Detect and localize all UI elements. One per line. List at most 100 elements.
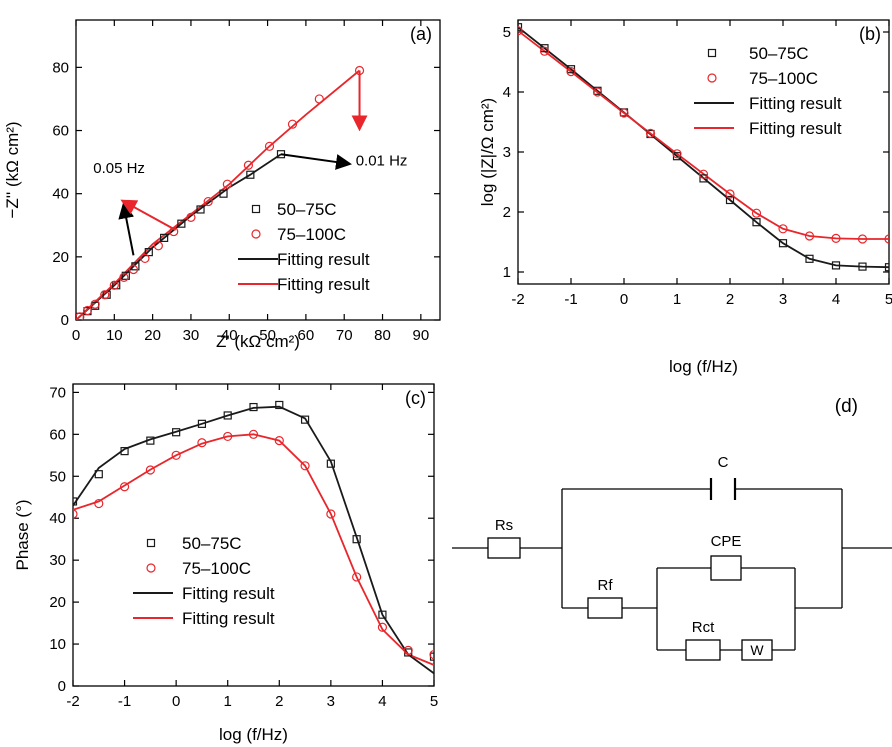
data-point [197,438,207,448]
data-point [326,509,336,519]
data-point [243,160,254,170]
x-tick-label: -1 [118,693,131,710]
x-tick-label: 1 [673,291,681,308]
legend-entry: Fitting result [749,94,842,113]
y-axis-label: log (|Z|/Ω cm²) [478,98,497,206]
data-point [275,400,284,410]
black-arrow-005hz [118,202,135,256]
data-point [619,108,629,118]
data-point [248,429,259,439]
panel-d-label: (d) [835,396,858,417]
panel-d-equivalent-circuit: (d) C Rs Rf CPE Rct W [452,396,892,661]
resistor-rf-label: Rf [598,577,614,594]
data-point [699,174,708,183]
black-arrow-001hz [280,153,353,170]
y-tick-label: 40 [49,510,66,527]
y-axis-label: −Z'' (kΩ cm²) [3,121,22,218]
legend-entry: Fitting result [182,609,275,628]
annotation-005hz: 0.05 Hz [93,160,145,177]
data-point [804,231,815,241]
y-tick-label: 0 [58,678,66,695]
y-tick-label: 30 [49,552,66,569]
data-point [94,498,104,509]
legend-entry: Fitting result [277,275,370,294]
y-tick-label: 10 [49,636,66,653]
data-point [223,411,232,420]
data-point [73,509,78,519]
x-tick-label: 0 [620,291,628,308]
x-tick-label: 3 [779,291,787,308]
data-point [378,610,387,619]
data-point [274,436,284,446]
data-point [144,248,153,257]
data-point [100,290,110,300]
x-tick-label: -2 [511,291,524,308]
x-tick-label: 50 [259,327,276,344]
x-tick-label: 0 [172,693,180,710]
data-point [698,169,709,179]
x-tick-label: 20 [144,327,161,344]
data-point [326,459,335,468]
y-tick-label: 5 [503,24,511,41]
data-point [725,195,735,205]
data-point [120,447,129,456]
resistor-rct-label: Rct [692,619,715,636]
data-point [140,253,150,264]
y-tick-label: 0 [61,312,69,329]
x-tick-label: -2 [66,693,79,710]
data-point [76,312,85,320]
x-axis-label: log (f/Hz) [219,725,288,744]
data-point [300,461,310,471]
y-tick-label: 40 [52,186,69,203]
data-point [82,305,93,316]
data-point [171,450,181,460]
legend-entry: 50–75C [182,534,242,553]
x-tick-label: 4 [378,693,386,710]
panel-label: (b) [859,24,881,44]
data-point [314,94,324,104]
red-arrow-005hz [120,199,177,231]
panel-a-nyquist-plot: (a) 0 10 20 30 40 50 60 70 80 90 0 20 40 60 80 Z' (kΩ cm… [3,19,441,351]
legend-entry: Fitting result [749,119,842,138]
plot-frame [72,383,435,687]
y-tick-label: 50 [49,468,66,485]
x-tick-label: 80 [374,327,391,344]
data-point [672,149,682,159]
fit-line [76,153,282,320]
plot-area [518,23,889,272]
data-point [172,428,181,437]
x-axis-label: Z' (kΩ cm²) [216,332,300,351]
data-point [540,44,549,53]
y-tick-label: 20 [52,249,69,266]
data-point [90,299,100,309]
legend-entry: 50–75C [749,44,809,63]
data-point [377,622,388,632]
legend-entry: 75–100C [749,69,818,88]
warburg-element [741,639,773,661]
data-point [177,219,186,228]
data-point [884,234,889,244]
plot-frame [517,19,890,285]
data-point [264,141,275,151]
legend-entry: 75–100C [182,559,251,578]
data-point [403,645,413,655]
data-point [246,170,255,179]
data-point [884,263,889,272]
data-point [300,415,310,424]
data-point [831,261,841,270]
resistor-rf [587,597,623,619]
resistor-rct [685,639,721,661]
data-point [197,419,207,428]
x-tick-label: 5 [885,291,892,308]
legend-entry: Fitting result [277,250,370,269]
x-axis-label: log (f/Hz) [669,357,738,376]
data-point [119,482,130,492]
x-tick-label: 40 [221,327,238,344]
fit-line [518,26,889,269]
data-point [146,436,155,445]
data-point [778,239,788,248]
x-tick-label: 0 [72,327,80,344]
data-point [222,179,232,189]
data-point [249,402,258,412]
